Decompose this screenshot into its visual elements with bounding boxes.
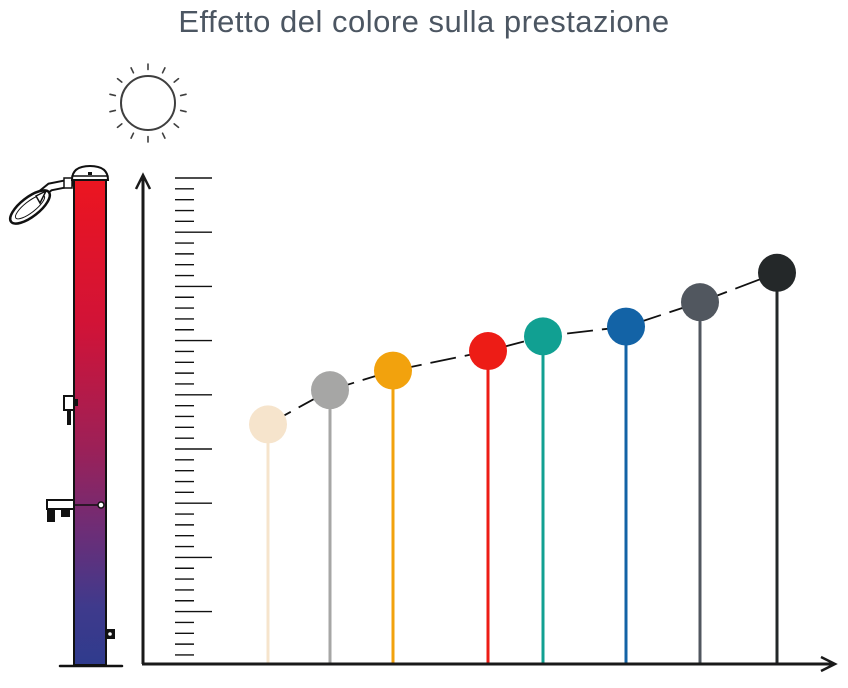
- dot-crema: [249, 405, 287, 444]
- sun-rays: [109, 63, 187, 143]
- shower-column: [73, 178, 107, 666]
- dot-verde-acqua: [524, 317, 562, 356]
- shower-head-icon: [8, 189, 52, 225]
- solar-shower-illustration: [8, 164, 124, 668]
- page-title: Effetto del colore sulla prestazione: [178, 4, 670, 39]
- shower-handle: [63, 395, 78, 425]
- dot-nero: [758, 253, 796, 292]
- ruler-ticks: [175, 177, 212, 656]
- sun-icon: [109, 63, 187, 143]
- axes: [134, 172, 838, 673]
- y-axis-arrow: [134, 172, 152, 190]
- dot-blu: [607, 307, 645, 346]
- dot-rosso: [469, 332, 507, 371]
- dot-grigio-chiaro: [311, 371, 349, 410]
- shower-tap: [46, 499, 105, 522]
- data-dots: [249, 253, 796, 444]
- shower-valve: [105, 629, 115, 639]
- x-axis-arrow: [820, 655, 838, 673]
- shower-cap: [70, 164, 110, 181]
- dot-grigio-scuro: [681, 283, 719, 322]
- lollipop-stems: [266, 272, 779, 663]
- dot-arancione: [374, 351, 412, 390]
